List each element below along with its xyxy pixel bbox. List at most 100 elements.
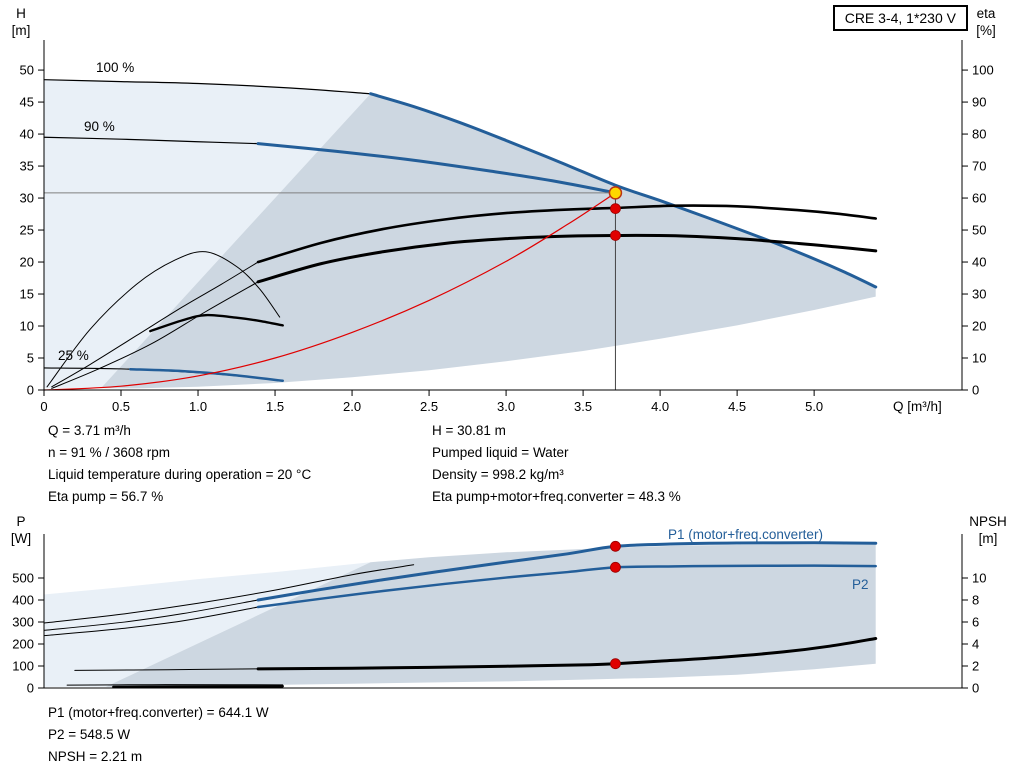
readout-eta-pump: Eta pump = 56.7 %	[48, 489, 164, 504]
eta-pump-point	[610, 203, 621, 215]
hq-eta-chart: 0 5 10 15 20 25 30 35 40 45 50 0 10 20 30 40 50 60 70 80 90 1…	[20, 40, 994, 414]
p2-label: P2	[852, 577, 869, 592]
tick-label: 6	[972, 615, 979, 630]
tick-label: 25	[20, 223, 34, 238]
tick-label: 2	[972, 659, 979, 674]
tick-label: 300	[12, 615, 34, 630]
tick-label: 20	[20, 255, 34, 270]
pump-type-box: CRE 3-4, 1*230 V	[832, 5, 968, 31]
tick-label: 1.0	[189, 399, 207, 414]
tick-label: 4	[972, 637, 979, 652]
min-speed-curve	[129, 367, 284, 382]
p1-curve	[256, 541, 878, 602]
q-axis-label: Q [m³/h]	[893, 399, 942, 414]
readout-q: Q = 3.71 m³/h	[48, 423, 131, 438]
p1-curve-100-thin	[43, 564, 415, 624]
speed-curve-90-thin	[43, 136, 259, 145]
npsh-axis-label-line2: [m]	[978, 531, 998, 546]
power-envelope-dark	[105, 544, 876, 687]
tick-label: 5	[27, 351, 34, 366]
tick-label: 1.5	[266, 399, 284, 414]
tick-label: 15	[20, 287, 34, 302]
tick-label: 2.5	[420, 399, 438, 414]
tick-label: 4.0	[651, 399, 669, 414]
tick-label: 20	[972, 319, 986, 334]
eta-arc-low-speed-thin	[46, 251, 281, 388]
tick-label: 500	[12, 571, 34, 586]
operating-envelope-light	[44, 79, 371, 389]
max-speed-curve	[369, 92, 878, 289]
readouts-bottom: P1 (motor+freq.converter) = 644.1 W P2 =…	[48, 702, 269, 768]
npsh-point	[610, 658, 621, 670]
npsh-axis-label: NPSH [m]	[962, 513, 1014, 547]
eta-axis-label-line1: eta	[976, 6, 996, 21]
readout-npsh: NPSH = 2.21 m	[48, 749, 143, 764]
tick-label: 2.0	[343, 399, 361, 414]
tick-label: 0	[972, 383, 979, 398]
p1-label: P1 (motor+freq.converter)	[668, 527, 823, 542]
tick-label: 30	[20, 191, 34, 206]
system-curve	[43, 192, 617, 391]
speed-label-25: 25 %	[58, 348, 89, 363]
tick-label: 10	[972, 351, 986, 366]
p-axis-label-line2: [W]	[10, 531, 32, 546]
tick-label: 3.5	[574, 399, 592, 414]
readout-eta-total: Eta pump+motor+freq.converter = 48.3 %	[432, 489, 681, 504]
tick-label: 0	[40, 399, 47, 414]
p2-curve-lead	[43, 606, 259, 637]
eta-total-curve	[256, 233, 878, 284]
tick-label: 0	[27, 681, 34, 696]
h-axis-label-line1: H	[16, 6, 26, 21]
tick-label: 40	[20, 127, 34, 142]
readout-p2: P2 = 548.5 W	[48, 727, 131, 742]
p-axis-label: P [W]	[4, 513, 38, 547]
duty-speed-curve	[256, 142, 617, 195]
tick-label: 5.0	[805, 399, 823, 414]
eta-axis-label-line2: [%]	[976, 23, 996, 38]
speed-label-100: 100 %	[96, 60, 134, 75]
tick-label: 0.5	[112, 399, 130, 414]
tick-label: 10	[20, 319, 34, 334]
h-axis-label: H [m]	[4, 5, 38, 39]
p1-curve-lead	[43, 599, 259, 631]
tick-label: 70	[972, 159, 986, 174]
readouts-top-right: H = 30.81 m Pumped liquid = Water Densit…	[432, 420, 681, 508]
tick-label: 45	[20, 95, 34, 110]
duty-point[interactable]	[608, 186, 623, 200]
speed-curve-100-thin	[43, 79, 372, 95]
npsh-curve	[256, 637, 878, 671]
h-axis-label-line2: [m]	[11, 23, 31, 38]
tick-label: 3.0	[497, 399, 515, 414]
p2-curve	[256, 564, 877, 609]
readout-temperature: Liquid temperature during operation = 20…	[48, 467, 312, 482]
tick-label: 30	[972, 287, 986, 302]
readout-density: Density = 998.2 kg/m³	[432, 467, 564, 482]
readout-liquid: Pumped liquid = Water	[432, 445, 569, 460]
tick-label: 400	[12, 593, 34, 608]
eta-pump-curve	[256, 204, 878, 264]
tick-label: 100	[972, 63, 994, 78]
eta-total-curve-lead	[51, 281, 259, 389]
tick-label: 50	[20, 63, 34, 78]
tick-label: 60	[972, 191, 986, 206]
speed-label-90: 90 %	[84, 119, 115, 134]
tick-label: 8	[972, 593, 979, 608]
tick-label: 200	[12, 637, 34, 652]
tick-label: 90	[972, 95, 986, 110]
power-npsh-chart: 0 100 200 300 400 500 0 2 4 6 8 10 P1 (motor+freq.co…	[12, 527, 986, 696]
readout-p1: P1 (motor+freq.converter) = 644.1 W	[48, 705, 269, 720]
eta-arc-low-speed-thick	[149, 313, 284, 333]
p-low-speed-thick	[112, 685, 284, 689]
tick-label: 50	[972, 223, 986, 238]
npsh-axis-label-line1: NPSH	[969, 514, 1007, 529]
p1-point	[610, 540, 621, 552]
tick-label: 100	[12, 659, 34, 674]
tick-label: 80	[972, 127, 986, 142]
p2-point	[610, 561, 621, 573]
eta-total-point	[610, 230, 621, 241]
tick-label: 4.5	[728, 399, 746, 414]
tick-label: 35	[20, 159, 34, 174]
p-axis-label-line1: P	[16, 514, 26, 529]
